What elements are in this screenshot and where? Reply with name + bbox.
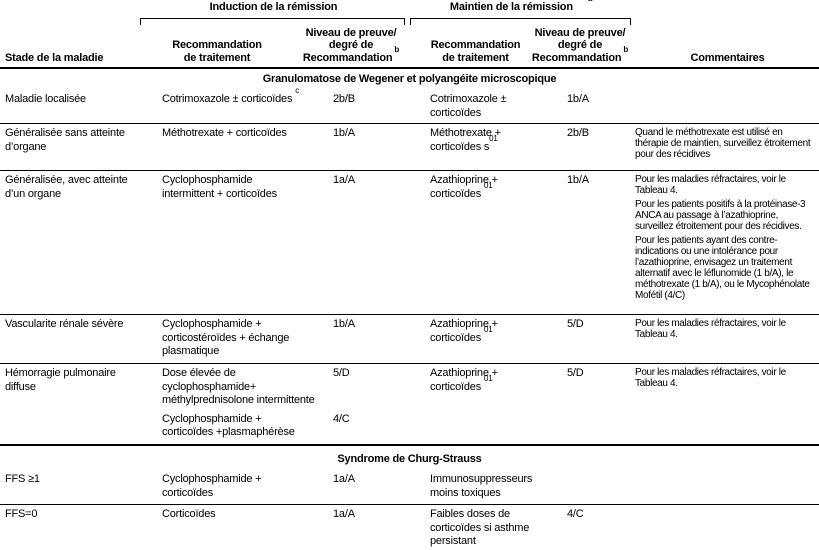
footnote-c-marker: c [295,86,300,96]
induction-level-cell: 1a/A [333,174,355,186]
section-title: Syndrome de Churg-Strauss [337,453,482,465]
comment-paragraph: Pour les patients ayant des contre-indic… [635,235,810,301]
induction-treatment-cell: Cyclophosphamide intermittent + corticoï… [162,174,277,200]
induction-group-header: Induction de la rémission [140,1,407,15]
table-row: Maladie localisée Cotrimoxazole ± cortic… [0,86,819,123]
stage-cell: Hémorragie pulmonaire diffuse [5,367,116,393]
maintenance-treatment-cell: Méthotrexate + corticoïdes s01 [430,127,501,153]
column-header-maintenance-level: Niveau de preuve/ degré de Recommandatio… [531,26,629,64]
section-rows: FFS ≥1 Cyclophosphamide + corticoïdes 1a… [0,470,819,549]
comments-cell [633,470,819,473]
maintenance-bracket [410,18,631,25]
table-row: FFS=0 Corticoïdes 1a/A Faibles doses de … [0,504,819,549]
section-rows: Maladie localisée Cotrimoxazole ± cortic… [0,86,819,444]
column-header-stage: Stade de la maladie [5,51,104,64]
footnote-b-marker: b [394,44,400,54]
footnote-01-marker: 01 [484,180,493,190]
footnote-01-marker: 01 [484,373,493,383]
induction-treatment-cell: Corticoïdes [162,508,216,520]
column-header-comments: Commentaires [690,51,765,64]
comment-paragraph: Pour les patients positifs à la protéina… [635,199,806,232]
maintenance-level-cell: 2b/B [567,127,589,139]
stage-cell: Généralisée, avec atteinte d’un organe [5,174,128,200]
induction-level-cell: 2b/B [333,93,355,105]
comments-cell: Quand le méthotrexate est utilisé en thé… [633,124,819,163]
induction-level-cell: 1b/A [333,127,355,139]
induction-level-cell: 1b/A [333,318,355,330]
induction-bracket [140,18,405,25]
comment-paragraph: Pour les maladies réfractaires, voir le … [635,174,786,196]
maintenance-level-cell: 1b/A [567,93,589,105]
induction-treatment-cell: Cyclophosphamide + corticostéroïdes + éc… [162,318,290,357]
stage-cell: Généralisée sans atteinte d’organe [5,127,125,153]
maintenance-group-label: Maintien de la rémission [449,1,573,13]
section-title: Granulomatose de Wegener et polyangéite … [262,73,557,85]
table-row: Hémorragie pulmonaire diffuse Dose élevé… [0,363,819,444]
comment-paragraph: Pour les maladies réfractaires, voir le … [635,367,786,389]
section-churg-strauss: Syndrome de Churg-Strauss FFS ≥1 Cycloph… [0,444,819,549]
induction-treatment-block: Dose élevée de cyclophosphamide+ méthylp… [162,367,315,406]
column-header-maintenance-treatment: Recommandation de traitement [430,39,521,64]
maintenance-treatment-cell: Faibles doses de corticoïdes si asthme p… [430,508,530,547]
comment-paragraph: Quand le méthotrexate est utilisé en thé… [635,127,811,160]
footnote-01-marker: 01 [484,324,493,334]
induction-level-cell: 5/D 4/C [310,364,415,426]
maintenance-group-header: Maintien de la rémission a [410,0,632,15]
maintenance-treatment-cell: Azathioprine + corticoïdes01 [430,318,498,344]
induction-treatment-cell: Méthotrexate + corticoïdes [162,127,287,139]
induction-level-cell: 1a/A [333,473,355,485]
stage-cell: FFS ≥1 [5,473,40,485]
maintenance-level-cell [552,470,633,473]
level-value: 4/C [333,412,350,425]
stage-cell: Vascularite rénale sévère [5,318,124,330]
column-header-induction-treatment: Recommandation de traitement [172,39,262,64]
maintenance-treatment-cell: Azathioprine + corticoïdes01 [430,174,498,200]
maintenance-level-cell: 1b/A [567,174,589,186]
section-wegener: Granulomatose de Wegener et polyangéite … [0,69,819,444]
comments-cell: Pour les maladies réfractaires, voir le … [633,315,819,343]
induction-treatment-cell: Cotrimoxazole ± corticoïdesc [162,86,300,105]
maintenance-treatment-cell: Immunosuppresseurs moins toxiques [430,473,533,499]
column-header-induction-level: Niveau de preuve/ degré de Recommandatio… [302,26,400,64]
comments-cell: Pour les maladies réfractaires, voir le … [633,364,819,392]
footnote-a-marker: a [588,0,592,3]
table-row: Généralisée, avec atteinte d’un organe C… [0,170,819,314]
maintenance-level-cell: 5/D [567,318,584,330]
induction-treatment-cell: Cyclophosphamide + corticoïdes [162,473,262,499]
comments-cell [633,90,819,93]
comment-paragraph: Pour les maladies réfractaires, voir le … [635,318,786,340]
table-header: Induction de la rémission Maintien de la… [0,0,819,69]
maintenance-treatment-cell: Azathioprine + corticoïdes01 [430,367,498,393]
maintenance-level-cell: 5/D [567,367,584,379]
table-row: Vascularite rénale sévère Cyclophosphami… [0,314,819,363]
induction-treatment-cell: Dose élevée de cyclophosphamide+ méthylp… [157,364,315,440]
comments-cell: Pour les maladies réfractaires, voir le … [633,171,819,304]
comments-cell [633,505,819,508]
induction-group-label: Induction de la rémission [209,1,338,13]
footnote-01-marker: 01 [489,133,498,143]
stage-cell: Maladie localisée [5,93,86,105]
level-value: 5/D [333,367,350,379]
footnote-b-marker: b [623,44,629,54]
table-row: Généralisée sans atteinte d’organe Métho… [0,123,819,170]
induction-level-cell: 1a/A [333,508,355,520]
induction-treatment-block: Cyclophosphamide + corticoïdes +plasmaph… [162,412,295,439]
stage-cell: FFS=0 [5,508,38,520]
table-row: FFS ≥1 Cyclophosphamide + corticoïdes 1a… [0,470,819,504]
maintenance-treatment-cell: Cotrimoxazole ± corticoïdes [430,93,507,119]
maintenance-level-cell: 4/C [567,508,584,520]
